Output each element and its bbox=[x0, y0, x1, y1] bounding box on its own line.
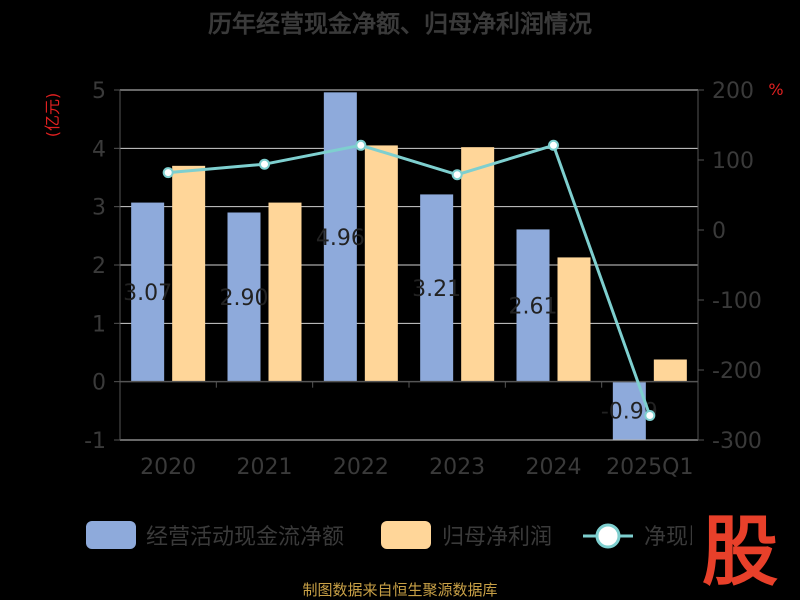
ratio-line-path bbox=[168, 143, 652, 417]
x-tick-label: 2022 bbox=[333, 455, 389, 480]
legend-swatch-cashflow bbox=[86, 521, 136, 549]
left-axis-label: (亿元) bbox=[43, 93, 62, 138]
legend-label-netprofit: 归母净利润 bbox=[442, 525, 552, 550]
legend-item-netprofit[interactable]: 归母净利润 bbox=[381, 521, 552, 550]
bar-netprofit bbox=[653, 359, 687, 382]
gridlines bbox=[120, 89, 698, 441]
x-tick-label: 2024 bbox=[526, 455, 582, 480]
right-tick-label: 0 bbox=[712, 219, 726, 244]
bar-cashflow bbox=[131, 202, 165, 382]
source-note: 制图数据来自恒生聚源数据库 bbox=[302, 581, 497, 599]
left-axis-ticks: 5 4 3 2 1 0 -1 bbox=[84, 79, 121, 454]
left-tick-label: -1 bbox=[84, 429, 106, 454]
ratio-point bbox=[162, 167, 174, 179]
data-label-cashflow: 3.07 bbox=[123, 281, 172, 306]
bar-cashflow bbox=[323, 92, 357, 382]
logo-backdrop bbox=[692, 504, 788, 584]
legend-swatch-ratio-marker bbox=[595, 523, 621, 549]
left-tick-label: 3 bbox=[92, 196, 106, 221]
ratio-line bbox=[162, 139, 656, 421]
x-axis-ticks: 2020 2021 2022 2023 2024 2025Q1 bbox=[140, 381, 693, 480]
right-tick-label: 200 bbox=[712, 79, 754, 104]
logo: 股 bbox=[692, 504, 788, 596]
bar-netprofit bbox=[268, 202, 302, 382]
bar-netprofit bbox=[557, 257, 591, 382]
bar-netprofit bbox=[461, 147, 495, 382]
chart-title: 历年经营现金净额、归母净利润情况 bbox=[208, 10, 592, 38]
data-label-cashflow: 3.21 bbox=[412, 277, 461, 302]
bar-cashflow bbox=[227, 212, 261, 382]
left-tick-label: 1 bbox=[92, 312, 106, 337]
right-tick-label: -100 bbox=[712, 289, 762, 314]
right-axis-ticks: 200 100 0 -100 -200 -300 bbox=[697, 79, 762, 454]
data-label-cashflow: 4.96 bbox=[316, 226, 365, 251]
x-tick-label: 2023 bbox=[429, 455, 485, 480]
right-tick-label: -200 bbox=[712, 359, 762, 384]
legend-swatch-netprofit bbox=[381, 521, 431, 549]
ratio-point bbox=[355, 139, 367, 151]
ratio-point bbox=[259, 158, 270, 170]
legend-item-cashflow[interactable]: 经营活动现金流净额 bbox=[86, 521, 344, 550]
bar-cashflow bbox=[420, 194, 454, 382]
x-tick-label: 2020 bbox=[140, 455, 196, 480]
right-tick-label: 100 bbox=[712, 149, 754, 174]
ratio-point bbox=[644, 410, 656, 421]
data-label-cashflow: 2.61 bbox=[509, 295, 558, 320]
left-tick-label: 5 bbox=[92, 79, 106, 104]
legend-label-cashflow: 经营活动现金流净额 bbox=[146, 525, 344, 550]
left-tick-label: 0 bbox=[92, 371, 106, 396]
logo-mark: 股 bbox=[702, 507, 778, 596]
bar-netprofit bbox=[364, 145, 398, 382]
ratio-point bbox=[548, 139, 559, 151]
bar-cashflow bbox=[516, 229, 550, 382]
data-label-cashflow: 2.90 bbox=[220, 286, 269, 311]
left-tick-label: 2 bbox=[92, 254, 106, 279]
x-tick-label: 2021 bbox=[237, 455, 293, 480]
right-tick-label: -300 bbox=[712, 429, 762, 454]
bars bbox=[131, 92, 687, 440]
legend: 经营活动现金流净额 归母净利润 净现比 bbox=[86, 521, 710, 550]
ratio-point bbox=[451, 169, 463, 181]
left-tick-label: 4 bbox=[92, 137, 106, 162]
x-tick-label: 2025Q1 bbox=[606, 455, 693, 480]
bar-netprofit bbox=[172, 165, 206, 382]
right-axis-label: % bbox=[768, 80, 783, 99]
legend-item-ratio[interactable]: 净现比 bbox=[583, 523, 710, 550]
